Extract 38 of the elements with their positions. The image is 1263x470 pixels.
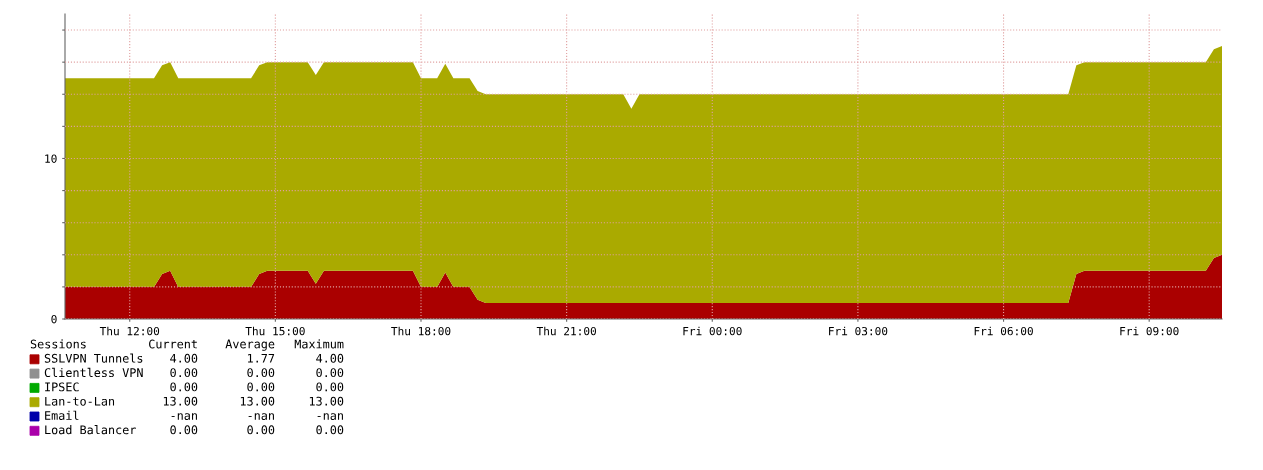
legend-label: Clientless VPN xyxy=(44,367,143,378)
legend-label: Lan-to-Lan xyxy=(45,396,115,406)
x-tick-label: Thu 12:00 xyxy=(99,326,160,336)
text: 13.00 xyxy=(309,396,344,406)
y-tick-label: 10 xyxy=(45,154,57,163)
text: -nan xyxy=(317,413,343,420)
text: 0.00 xyxy=(170,425,198,435)
text: Maximum xyxy=(294,339,344,349)
text: 0.00 xyxy=(316,368,344,378)
y-tick-label: 0 xyxy=(51,315,57,324)
text: Average xyxy=(225,339,275,351)
legend-label: Load Balancer xyxy=(45,425,136,435)
text: 4.00 xyxy=(170,353,198,363)
text: -nan xyxy=(248,413,274,420)
x-tick-label: Fri 09:00 xyxy=(1120,326,1179,336)
x-tick-label: Fri 00:00 xyxy=(683,326,742,336)
text: Current xyxy=(149,339,197,349)
x-tick-label: Fri 03:00 xyxy=(829,326,888,336)
text: 0.00 xyxy=(316,382,344,392)
text: 0.00 xyxy=(247,382,275,392)
legend-label: Email xyxy=(45,410,79,420)
x-tick-label: Fri 06:00 xyxy=(974,326,1033,336)
text: 0.00 xyxy=(247,425,275,435)
text: 1.77 xyxy=(247,353,275,363)
legend-label: IPSEC xyxy=(45,382,79,392)
text: 0.00 xyxy=(247,368,275,378)
legend-label: SSLVPN Tunnels xyxy=(44,353,143,363)
text: 0.00 xyxy=(316,425,344,435)
text: 0.00 xyxy=(170,382,198,392)
x-tick-label: Thu 15:00 xyxy=(245,326,305,336)
x-tick-label: Thu 21:00 xyxy=(536,326,597,336)
text: 13.00 xyxy=(240,396,275,406)
text: 13.00 xyxy=(163,396,198,406)
text: -nan xyxy=(171,413,197,420)
text: 0.00 xyxy=(170,368,198,378)
legend-title: Sessions xyxy=(30,339,86,349)
x-tick-label: Thu 18:00 xyxy=(391,326,451,336)
text: 4.00 xyxy=(316,353,344,363)
